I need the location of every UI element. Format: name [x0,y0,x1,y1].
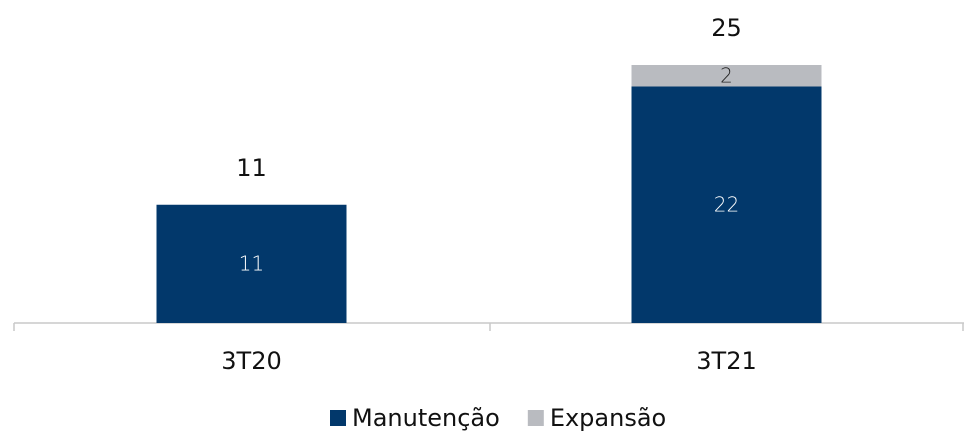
total-label: 11 [236,154,267,182]
legend-label: Manutenção [352,404,500,432]
legend-swatch [527,410,544,426]
data-label: 22 [714,192,739,216]
x-tick-label: 3T20 [221,347,281,375]
legend-label: Expansão [550,404,666,432]
data-label: 11 [239,251,264,275]
data-label: 2 [720,63,733,87]
total-label: 25 [711,14,742,42]
bar-segment [631,65,822,87]
legend-swatch [330,410,346,426]
bar-segment [631,86,822,323]
bar-segment [156,204,347,323]
x-tick-label: 3T21 [696,347,756,375]
